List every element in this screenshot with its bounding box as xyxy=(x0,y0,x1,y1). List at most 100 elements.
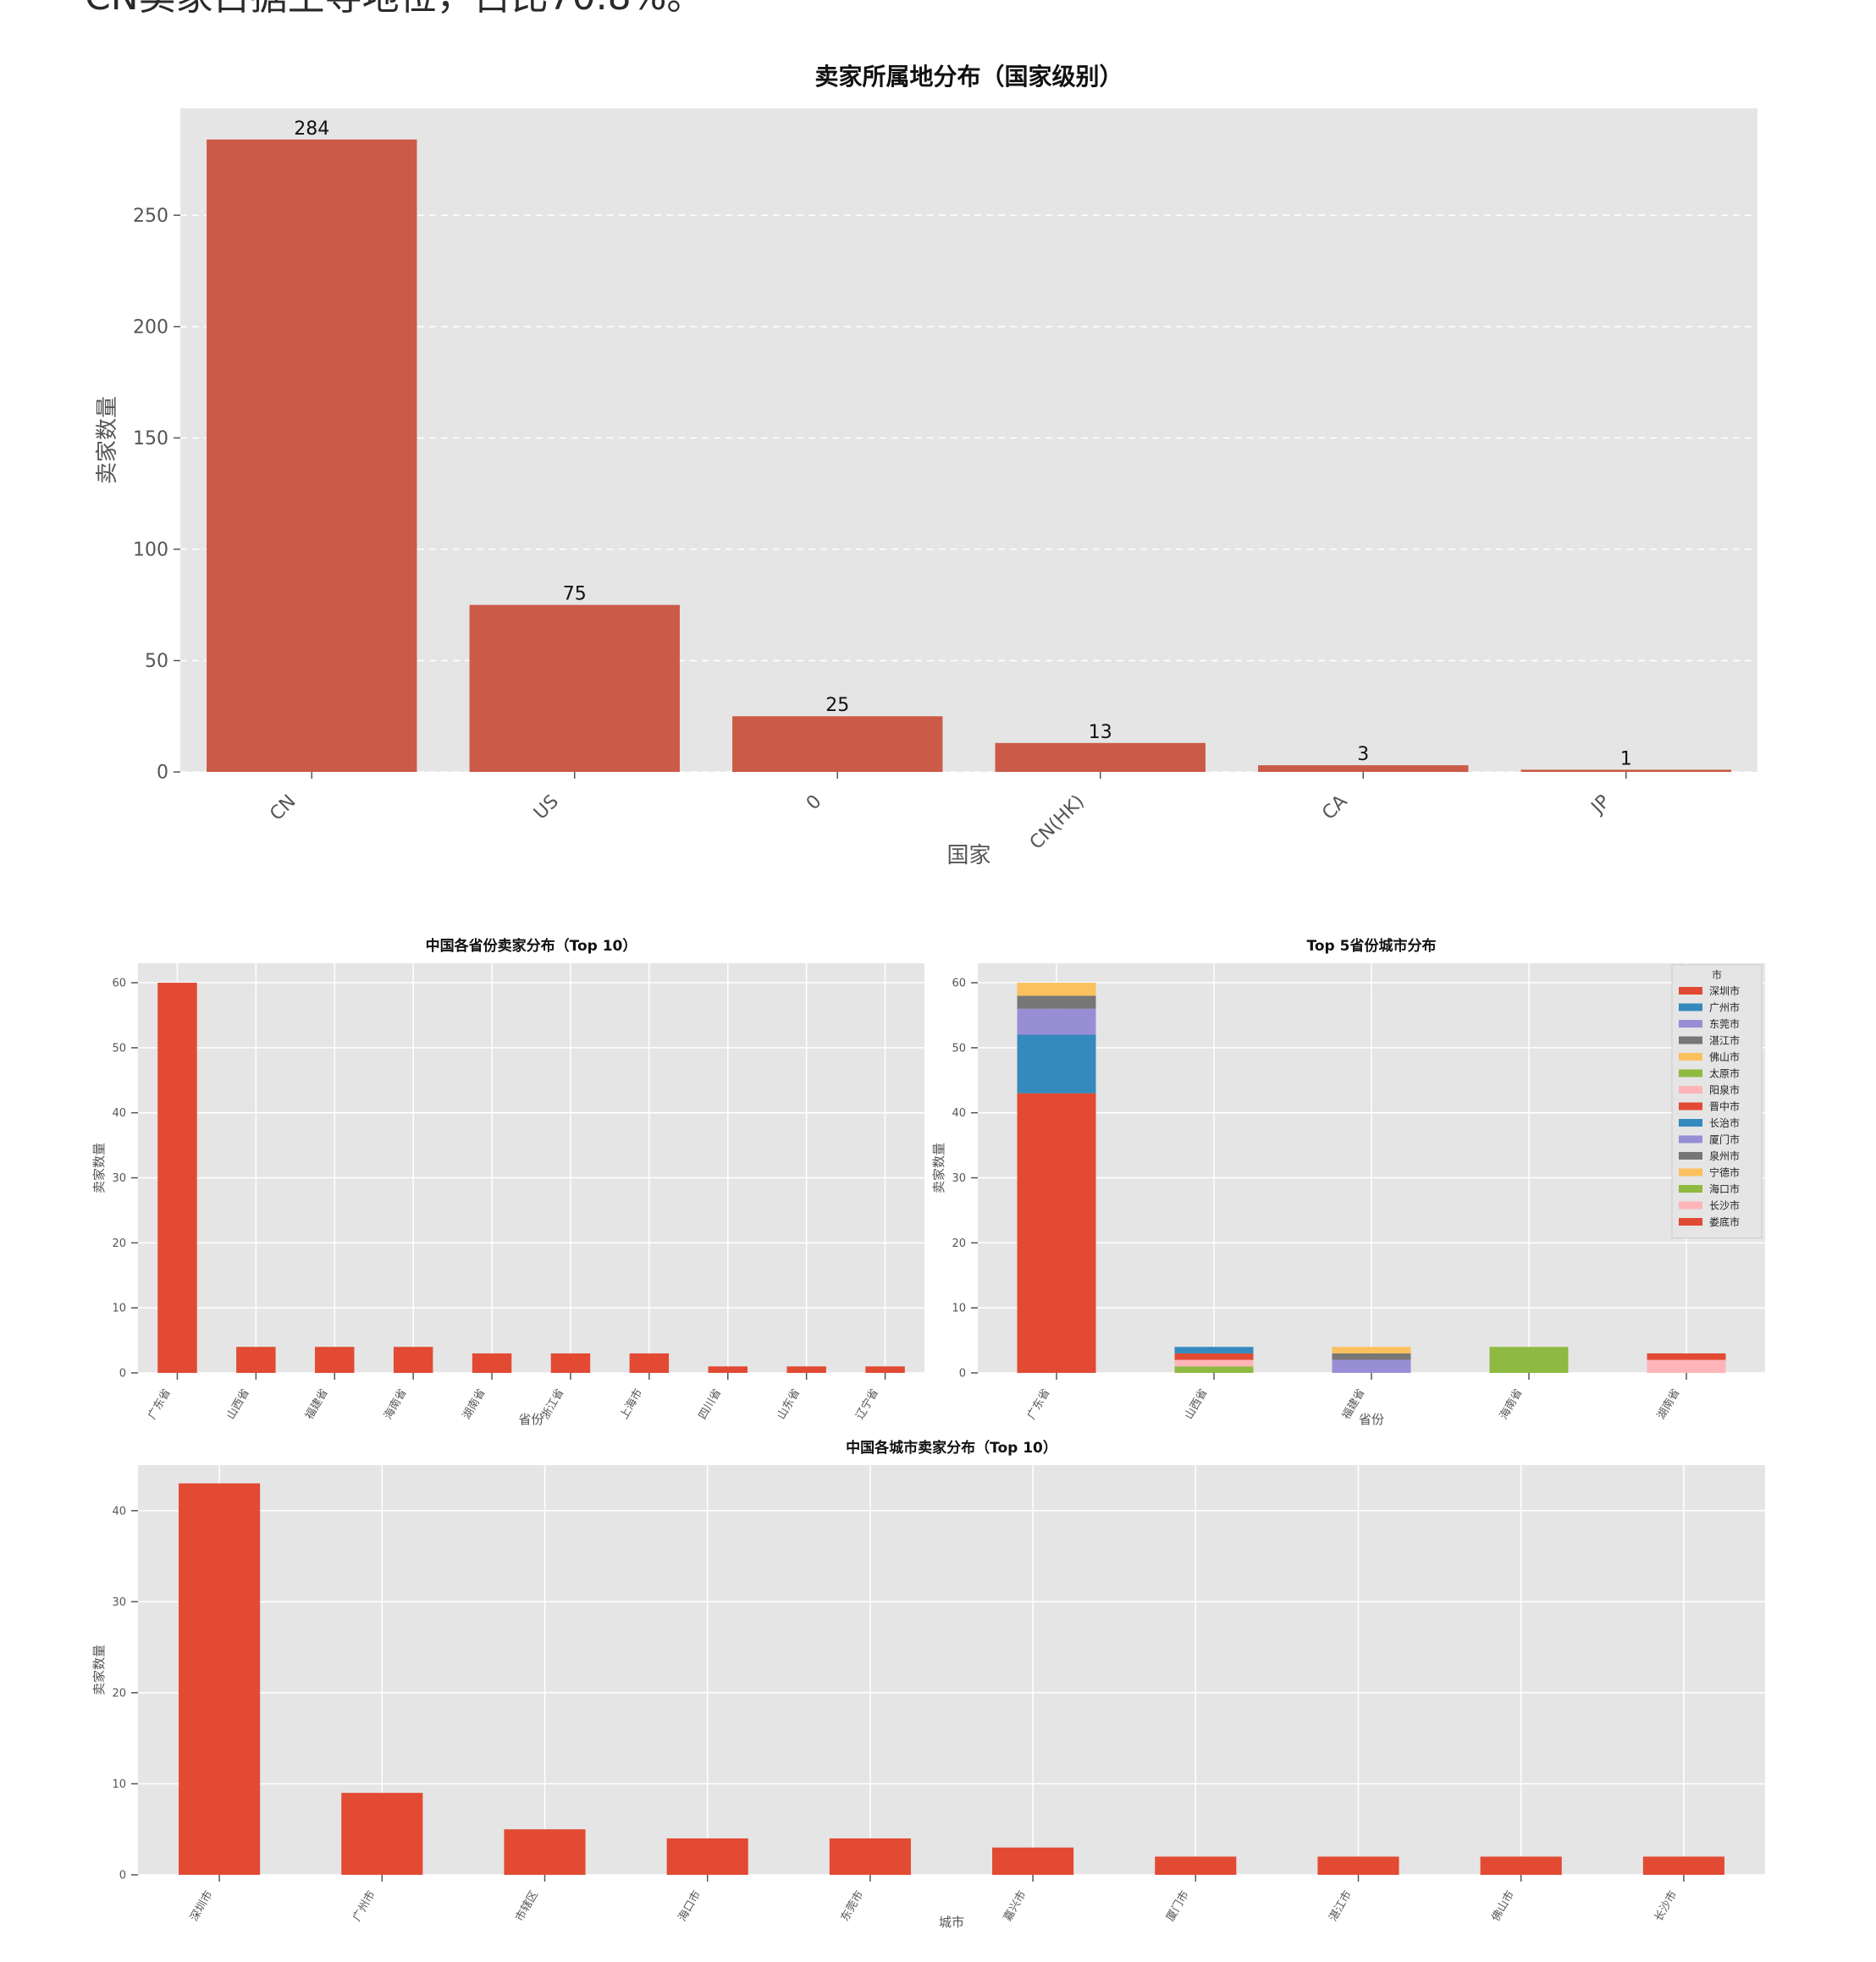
bar xyxy=(393,1347,433,1373)
data-label: 284 xyxy=(294,118,329,140)
bar xyxy=(236,1347,276,1373)
x-tick-label: 海南省 xyxy=(1497,1386,1525,1422)
x-axis-label: 省份 xyxy=(518,1412,543,1427)
y-axis-label: 卖家数量 xyxy=(931,1143,946,1193)
legend-label: 晋中市 xyxy=(1709,1100,1740,1113)
data-label: 25 xyxy=(825,695,849,716)
bar-segment xyxy=(1017,1034,1096,1094)
x-tick-label: CN(HK) xyxy=(1026,791,1089,854)
legend-swatch xyxy=(1679,1053,1702,1061)
bar xyxy=(1480,1856,1562,1875)
legend-swatch xyxy=(1679,1218,1702,1226)
bar xyxy=(865,1366,905,1373)
y-tick-label: 0 xyxy=(157,763,168,784)
y-tick-label: 250 xyxy=(133,206,168,227)
y-tick-label: 10 xyxy=(952,1303,966,1315)
bar xyxy=(786,1366,826,1373)
legend-label: 长沙市 xyxy=(1709,1199,1740,1212)
bar-segment xyxy=(1174,1347,1254,1353)
legend-label: 海口市 xyxy=(1709,1182,1740,1195)
bar-segment xyxy=(1647,1353,1726,1360)
bar xyxy=(207,139,417,772)
y-tick-label: 30 xyxy=(112,1596,126,1609)
bar-segment xyxy=(1332,1347,1411,1353)
legend-label: 长治市 xyxy=(1709,1116,1740,1129)
legend-swatch xyxy=(1679,1135,1702,1144)
x-tick-label: 市辖区 xyxy=(513,1888,541,1924)
y-tick-label: 100 xyxy=(133,540,168,561)
bar xyxy=(1520,769,1731,772)
x-tick-label: 佛山市 xyxy=(1489,1888,1517,1924)
x-tick-label: 上海市 xyxy=(617,1386,645,1422)
legend-swatch xyxy=(1679,1102,1702,1111)
y-tick-label: 0 xyxy=(119,1870,126,1882)
y-tick-label: 20 xyxy=(952,1237,966,1250)
bar xyxy=(315,1347,355,1373)
legend-label: 佛山市 xyxy=(1709,1050,1740,1063)
bar-segment xyxy=(1017,1093,1096,1373)
intro-text: CN卖家占据主导地位，占比70.8%。 xyxy=(85,0,704,20)
legend-swatch xyxy=(1679,1069,1702,1077)
bar xyxy=(157,983,197,1373)
bar xyxy=(341,1793,423,1875)
x-tick-label: 山西省 xyxy=(1183,1387,1210,1422)
bar xyxy=(708,1366,748,1373)
bar-segment xyxy=(1332,1359,1411,1373)
bar xyxy=(666,1838,748,1875)
x-tick-label: 辽宁省 xyxy=(853,1386,881,1422)
bar xyxy=(179,1483,261,1875)
bar xyxy=(1642,1856,1724,1875)
x-tick-label: 嘉兴市 xyxy=(1001,1888,1029,1924)
legend-swatch xyxy=(1679,1152,1702,1160)
legend-label: 湛江市 xyxy=(1709,1034,1740,1047)
bar xyxy=(469,604,680,772)
legend-swatch xyxy=(1679,1020,1702,1028)
y-tick-label: 0 xyxy=(119,1368,126,1381)
y-tick-label: 40 xyxy=(112,1107,126,1120)
y-tick-label: 50 xyxy=(112,1042,126,1055)
legend-label: 太原市 xyxy=(1709,1067,1740,1080)
x-tick-label: 广东省 xyxy=(1025,1387,1052,1422)
legend: 市深圳市广州市东莞市湛江市佛山市太原市阳泉市晋中市长治市厦门市泉州市宁德市海口市… xyxy=(1671,964,1763,1238)
x-axis-label: 城市 xyxy=(939,1915,964,1930)
chart-title: 中国各城市卖家分布（Top 10） xyxy=(846,1439,1057,1457)
y-tick-label: 60 xyxy=(112,978,126,990)
legend-swatch xyxy=(1679,1168,1702,1177)
legend-label: 深圳市 xyxy=(1709,984,1740,997)
x-tick-label: 湖南省 xyxy=(1654,1386,1682,1422)
x-tick-label: 广东省 xyxy=(146,1387,173,1422)
y-tick-label: 40 xyxy=(952,1107,966,1120)
y-tick-label: 200 xyxy=(133,317,168,339)
data-label: 1 xyxy=(1620,748,1632,769)
y-tick-label: 30 xyxy=(952,1172,966,1185)
plot-area xyxy=(180,108,1757,772)
x-tick-label: 海南省 xyxy=(381,1386,409,1422)
chart-title: Top 5省份城市分布 xyxy=(1307,937,1437,955)
bar xyxy=(1258,765,1469,772)
legend-title: 市 xyxy=(1712,968,1722,981)
x-tick-label: 福建省 xyxy=(303,1387,330,1422)
chart-city: 0 10 20 30 40 深圳市 广州市 市辖区 海口市 东莞市 嘉兴市 厦门市 湛江市 佛山市 长沙市 中… xyxy=(91,1439,1765,1930)
y-tick-label: 20 xyxy=(112,1237,126,1250)
bar xyxy=(472,1353,512,1373)
y-tick-label: 40 xyxy=(112,1505,126,1518)
x-tick-label: 湛江市 xyxy=(1327,1888,1355,1924)
y-axis-label: 卖家数量 xyxy=(91,1143,107,1193)
y-axis-label: 卖家数量 xyxy=(95,396,120,484)
y-tick-label: 0 xyxy=(959,1368,966,1381)
chart-country: 0 50 100 150 200 250 284 75 25 13 3 1 CN US 0 CN(HK) CA J… xyxy=(95,63,1757,868)
legend-swatch xyxy=(1679,1119,1702,1127)
y-tick-label: 20 xyxy=(112,1687,126,1700)
legend-swatch xyxy=(1679,1036,1702,1044)
legend-swatch xyxy=(1679,1086,1702,1094)
x-tick-label: 东莞市 xyxy=(838,1888,866,1924)
legend-label: 东莞市 xyxy=(1709,1017,1740,1030)
bar-segment xyxy=(1174,1359,1254,1367)
y-tick-label: 60 xyxy=(952,978,966,990)
chart-title: 卖家所属地分布（国家级别） xyxy=(814,63,1123,91)
bar xyxy=(629,1353,670,1373)
x-tick-label: CA xyxy=(1318,791,1351,824)
y-tick-label: 30 xyxy=(112,1172,126,1185)
bar xyxy=(1317,1856,1399,1875)
